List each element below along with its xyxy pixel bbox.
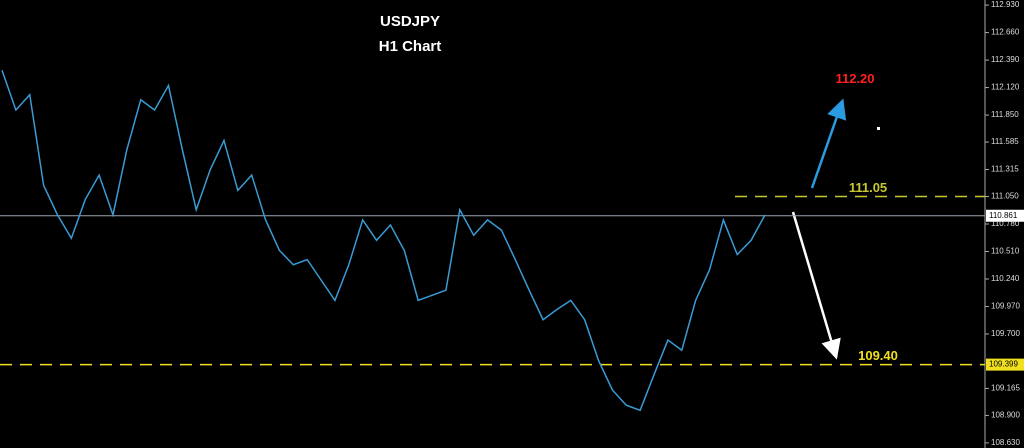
dot	[877, 127, 880, 130]
level-label: 111.05	[849, 180, 887, 195]
y-tick-label: 112.120	[991, 83, 1020, 92]
y-tick-label: 111.585	[991, 137, 1019, 146]
y-tick-label: 112.390	[991, 55, 1020, 64]
price-line	[1, 70, 766, 412]
level-axis-box	[986, 358, 1024, 371]
current-price-label: 110.861	[989, 211, 1018, 220]
target-label: 112.20	[835, 71, 874, 86]
y-tick-label: 109.165	[991, 384, 1020, 393]
level-axis-label: 109.399	[989, 360, 1018, 369]
y-tick-label: 108.900	[991, 411, 1020, 420]
y-tick-label: 112.660	[991, 28, 1020, 37]
up-arrow	[810, 98, 847, 189]
y-tick-label: 109.970	[991, 302, 1020, 311]
y-tick-label: 109.700	[991, 329, 1020, 338]
y-tick-label: 111.315	[991, 165, 1019, 174]
y-tick-label: 110.780	[991, 219, 1020, 228]
y-tick-label: 111.050	[991, 192, 1019, 201]
down-arrow	[791, 211, 841, 360]
current-price-box	[986, 209, 1024, 222]
y-tick-label: 108.630	[991, 438, 1020, 447]
chart-title: USDJPY	[380, 13, 440, 30]
level-label: 109.40	[858, 348, 898, 363]
y-tick-label: 112.930	[991, 0, 1020, 9]
y-tick-label: 111.850	[991, 110, 1019, 119]
y-tick-label: 110.240	[991, 274, 1020, 283]
chart-subtitle: H1 Chart	[379, 38, 442, 55]
y-tick-label: 110.510	[991, 247, 1020, 256]
